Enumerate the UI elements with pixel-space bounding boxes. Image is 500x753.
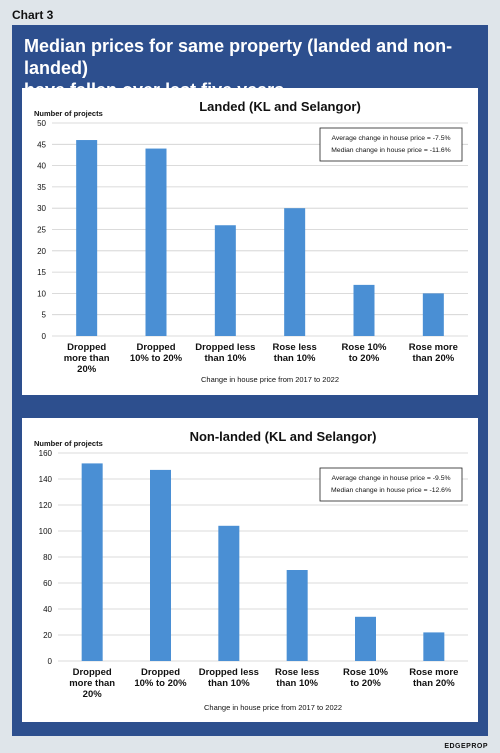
y-tick-label: 80 (43, 553, 52, 562)
y-axis-label: Number of projects (34, 109, 103, 118)
category-label: Dropped (73, 667, 112, 678)
y-tick-label: 20 (37, 247, 46, 256)
y-axis-label: Number of projects (34, 439, 103, 448)
y-tick-label: 35 (37, 183, 46, 192)
y-tick-label: 160 (39, 449, 53, 458)
bar (423, 632, 445, 661)
category-label: Rose more (409, 342, 458, 353)
annotation-text: Median change in house price = -11.6% (331, 147, 450, 154)
y-tick-label: 0 (42, 332, 47, 341)
category-label: Dropped less (195, 342, 255, 353)
bar (355, 616, 376, 661)
bar (422, 293, 444, 336)
y-tick-label: 40 (43, 605, 52, 614)
category-label: more than (64, 353, 110, 364)
y-tick-label: 10 (37, 289, 46, 298)
category-label: than 20% (413, 678, 455, 689)
annotation-text: Average change in house price = -9.5% (331, 475, 450, 482)
category-label: 20% (83, 689, 103, 700)
category-label: 20% (77, 364, 97, 375)
headline-line-1: Median prices for same property (landed … (24, 36, 453, 78)
category-label: 10% to 20% (134, 678, 187, 689)
y-tick-label: 60 (43, 579, 52, 588)
bar (353, 284, 375, 336)
category-label: Dropped (67, 342, 106, 353)
category-label: to 20% (349, 353, 380, 364)
annotation-box (319, 127, 463, 162)
y-tick-label: 15 (37, 268, 46, 277)
category-label: Dropped (141, 667, 180, 678)
infographic-panel: Median prices for same property (landed … (12, 25, 488, 736)
category-label: to 20% (350, 678, 381, 689)
y-tick-label: 45 (37, 140, 46, 149)
category-label: Rose more (409, 667, 458, 678)
y-tick-label: 100 (39, 527, 53, 536)
category-label: more than (69, 678, 115, 689)
category-label: Rose less (272, 342, 316, 353)
category-label: Rose 10% (343, 667, 388, 678)
category-label: than 10% (276, 678, 318, 689)
y-tick-label: 30 (37, 204, 46, 213)
non-landed-bar-chart: 0 20 40 60 80 100 120 140 160 Non-landed (KL and … (34, 429, 468, 712)
category-label: Dropped less (199, 667, 259, 678)
y-tick-label: 120 (39, 501, 53, 510)
bar (284, 208, 306, 336)
chart-title: Landed (KL and Selangor) (199, 99, 361, 114)
x-axis-label: Change in house price from 2017 to 2022 (201, 375, 339, 384)
y-tick-label: 5 (42, 311, 47, 320)
bar (76, 140, 98, 336)
x-axis-label: Change in house price from 2017 to 2022 (204, 703, 342, 712)
bar (145, 148, 167, 336)
y-tick-label: 50 (37, 119, 46, 128)
bar (286, 570, 308, 661)
y-tick-label: 140 (39, 475, 53, 484)
bar (214, 225, 236, 336)
bar (81, 463, 103, 661)
category-label: 10% to 20% (130, 353, 183, 364)
annotation-text: Median change in house price = -12.6% (331, 487, 451, 494)
chart-title: Non-landed (KL and Selangor) (190, 429, 377, 444)
category-label: Rose less (275, 667, 319, 678)
annotation-text: Average change in house price = -7.5% (331, 135, 450, 142)
y-tick-label: 0 (48, 657, 53, 666)
category-label: than 10% (208, 678, 250, 689)
y-tick-label: 40 (37, 162, 46, 171)
landed-chart-card: 0 5 10 15 20 25 30 35 40 45 50 Landed (KL and Selan… (22, 88, 478, 395)
category-label: than 20% (412, 353, 454, 364)
brand-logo-text: EDGEPROP (444, 743, 488, 750)
annotation-box (319, 467, 463, 502)
category-label: than 10% (204, 353, 246, 364)
y-tick-label: 25 (37, 226, 46, 235)
non-landed-chart-card: 0 20 40 60 80 100 120 140 160 Non-landed (KL and … (22, 418, 478, 722)
bar (150, 469, 171, 661)
bar (218, 525, 240, 661)
chart-number-label: Chart 3 (12, 8, 54, 22)
category-label: than 10% (274, 353, 316, 364)
category-label: Dropped (136, 342, 175, 353)
landed-bar-chart: 0 5 10 15 20 25 30 35 40 45 50 Landed (KL and Selan… (34, 99, 468, 384)
y-tick-label: 20 (43, 631, 52, 640)
category-label: Rose 10% (342, 342, 387, 353)
